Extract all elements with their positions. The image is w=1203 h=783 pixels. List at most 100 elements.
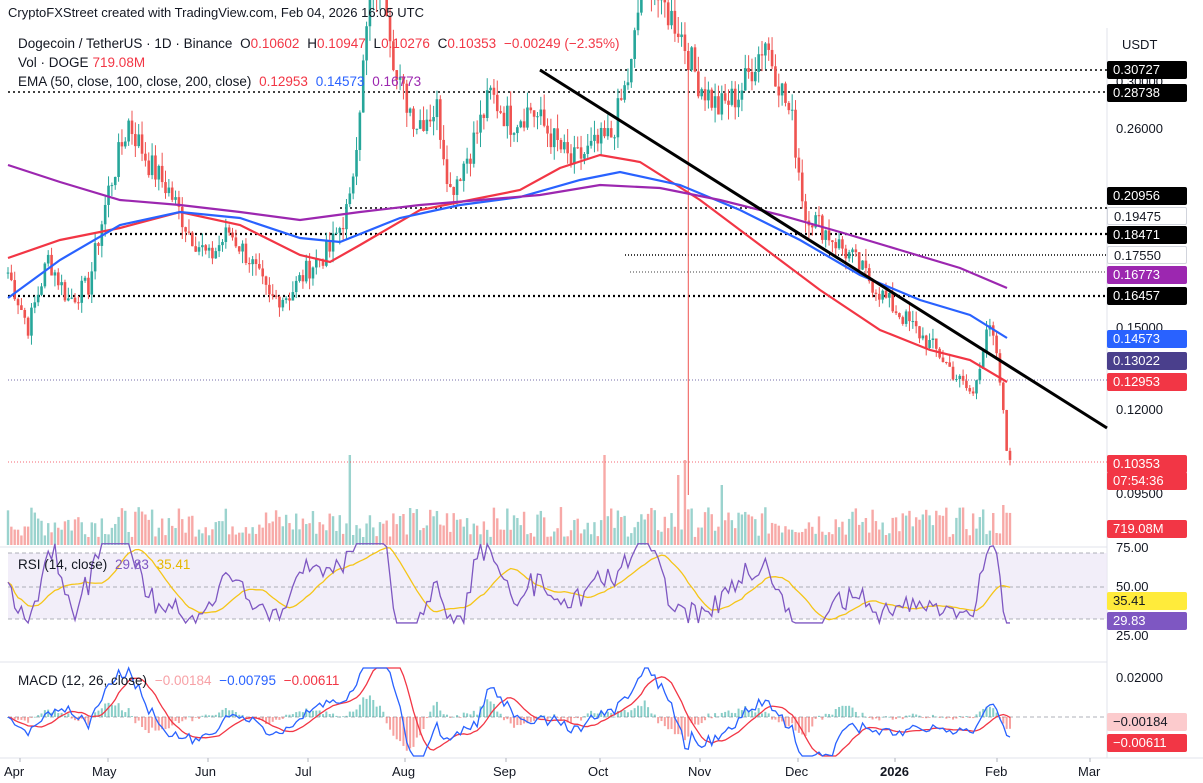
volume-bar [388, 536, 392, 545]
volume-bar [321, 524, 325, 545]
volume-bar [847, 518, 851, 545]
macd-histogram-bar [794, 717, 797, 731]
volume-bar [556, 528, 559, 545]
volume-bar [291, 529, 295, 545]
macd-histogram-bar [147, 717, 150, 734]
legend-volume: Vol · DOGE 719.08M [18, 55, 146, 70]
volume-bar [636, 521, 640, 545]
volume-bar [147, 519, 150, 545]
currency-unit[interactable]: USDT [1122, 37, 1158, 52]
macd-histogram-bar [683, 717, 686, 741]
symbol-name[interactable]: Dogecoin / TetherUS · 1D · Binance [18, 36, 233, 51]
macd-histogram-bar [690, 717, 693, 724]
volume-bar [415, 509, 419, 545]
candle-body [130, 120, 134, 135]
candle-body [754, 71, 757, 82]
candle-body [211, 247, 214, 259]
macd-histogram-bar [640, 706, 643, 717]
volume-bar [727, 512, 730, 545]
volume-bar [656, 530, 660, 545]
macd-histogram-bar [807, 717, 810, 733]
macd-histogram-bar [757, 707, 760, 717]
candle-body [217, 245, 221, 252]
macd-histogram-bar [191, 717, 194, 722]
candle-body [174, 197, 177, 200]
candle-body [985, 329, 988, 352]
volume-bar [50, 532, 53, 545]
candle-body [509, 105, 512, 135]
volume-bar [472, 523, 476, 545]
volume-bar [720, 485, 723, 545]
volume-bar [258, 524, 261, 545]
macd-histogram-bar [988, 706, 991, 717]
macd-histogram-bar [633, 708, 636, 717]
macd-histogram-bar [740, 710, 743, 717]
macd-histogram-bar [509, 717, 512, 724]
volume-bar [589, 534, 593, 545]
candle-body [640, 0, 643, 13]
macd-histogram-bar [727, 710, 730, 717]
volume-bar [23, 526, 26, 545]
volume-bar [663, 516, 667, 545]
macd-histogram-bar [563, 717, 566, 718]
candle-body [593, 134, 596, 141]
macd-histogram-bar [526, 717, 529, 724]
macd-histogram-bar [834, 709, 837, 717]
candle-body [837, 239, 841, 249]
macd-histogram-bar [358, 704, 361, 717]
macd-histogram-bar [895, 717, 898, 720]
macd-histogram-bar [130, 716, 133, 717]
macd-histogram-bar [616, 710, 619, 717]
candle-body [579, 147, 583, 159]
volume-bar [871, 509, 874, 545]
candle-body [73, 297, 77, 303]
candle-body [810, 225, 814, 228]
macd-histogram-bar [348, 711, 351, 717]
volume-bar [187, 516, 191, 545]
volume-bar [516, 517, 519, 545]
candle-body [794, 109, 797, 158]
macd-histogram-bar [74, 717, 77, 721]
volume-bar [422, 527, 425, 545]
price-label: 0.12000 [1116, 402, 1163, 417]
candle-body [53, 272, 57, 276]
macd-histogram-bar [365, 698, 368, 717]
volume-bar [529, 532, 532, 545]
volume-bar [331, 516, 335, 545]
macd-histogram-bar [127, 708, 130, 717]
rsi-ma-value: 35.41 [156, 557, 191, 572]
macd-histogram-bar [362, 697, 365, 717]
macd-histogram-bar [764, 711, 767, 717]
candle-body [737, 99, 740, 108]
volume-bar [526, 534, 529, 545]
volume-bar [278, 516, 281, 545]
macd-histogram-bar [469, 714, 472, 717]
macd-histogram-bar [647, 707, 650, 717]
volume-bar [83, 534, 87, 545]
macd-histogram-bar [854, 711, 857, 717]
candle-body [455, 179, 459, 195]
volume-bar [837, 527, 841, 545]
candle-body [790, 109, 794, 111]
macd-histogram-bar [30, 717, 33, 718]
candle-body [720, 93, 724, 115]
volume-bar [204, 527, 207, 545]
volume-bar [968, 535, 971, 545]
macd-histogram-bar [720, 712, 723, 717]
ema200-value: 0.16773 [372, 74, 422, 89]
rsi-ma-tag: 35.41 [1107, 592, 1187, 610]
macd-histogram-bar [405, 717, 408, 751]
macd-histogram-bar [63, 715, 66, 717]
candle-body [110, 185, 114, 187]
macd-histogram-bar [295, 712, 298, 717]
macd-histogram-bar [60, 712, 63, 717]
candle-body [33, 302, 37, 308]
candle-body [251, 259, 254, 265]
volume-bar [358, 528, 362, 545]
macd-line-value: −0.00795 [219, 673, 276, 688]
volume-bar [13, 529, 16, 545]
candle-body [224, 227, 228, 242]
candle-body [562, 142, 566, 150]
candle-body [123, 141, 127, 147]
